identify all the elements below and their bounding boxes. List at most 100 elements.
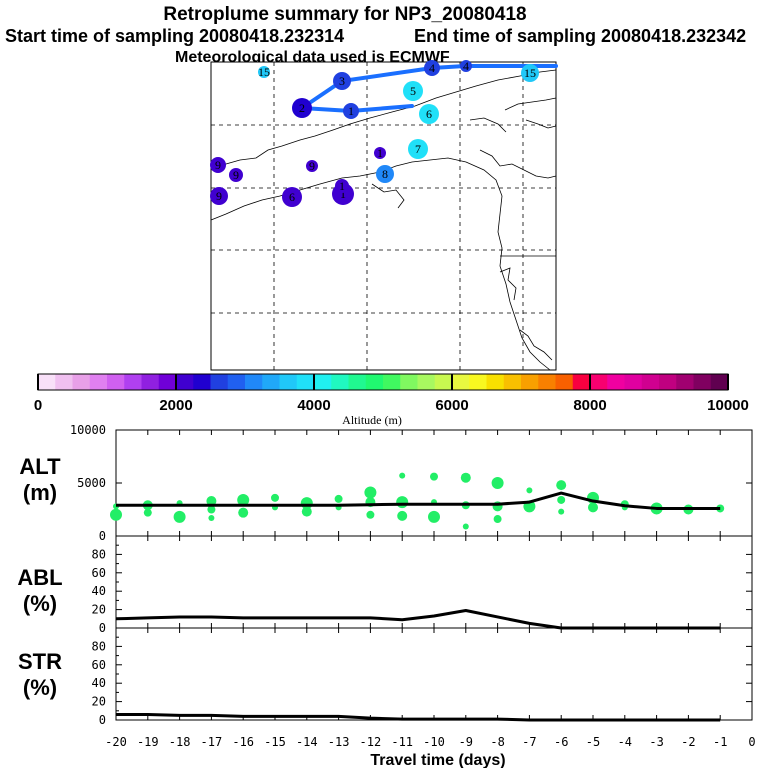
colorbar-segment — [72, 374, 91, 390]
colorbar-segment — [624, 374, 643, 390]
panel-ylabel: (%) — [23, 591, 57, 616]
map-gridlines — [211, 62, 556, 370]
trajectory-marker-label: 5 — [410, 84, 416, 98]
x-tick-label: -6 — [554, 735, 568, 749]
y-tick-label: 0 — [99, 713, 106, 727]
trajectory-marker-label: 1 — [377, 146, 383, 160]
colorbar-segment — [158, 374, 177, 390]
trajectory-marker — [374, 147, 386, 159]
x-tick-label: -9 — [459, 735, 473, 749]
altitude-scatter-point — [557, 495, 566, 504]
trajectory-marker — [460, 60, 472, 72]
x-tick-label: -16 — [232, 735, 254, 749]
panel-alt: 10000 5000 0 ALT(m) — [19, 423, 753, 543]
altitude-scatter-point — [397, 510, 408, 521]
colorbar-segment — [89, 374, 108, 390]
y-tick-label: 5000 — [77, 476, 106, 490]
y-tick-label: 0 — [99, 529, 106, 543]
panel-frame — [115, 627, 753, 721]
altitude-scatter-point — [271, 493, 279, 502]
trajectory-marker-label: 7 — [415, 142, 421, 156]
altitude-scatter-point — [588, 502, 598, 513]
colorbar-segment — [538, 374, 556, 390]
x-tick-label: -8 — [490, 735, 504, 749]
trajectory-marker — [282, 187, 302, 207]
trajectory-marker — [408, 139, 428, 159]
x-tick-label: -17 — [201, 735, 223, 749]
colorbar-segment — [452, 374, 470, 390]
altitude-scatter-point — [556, 480, 567, 491]
colorbar-segment — [659, 374, 677, 390]
trajectory-marker — [292, 98, 312, 118]
colorbar-segment — [365, 374, 384, 390]
trajectory-marker — [343, 103, 359, 119]
x-tick-label: -10 — [423, 735, 445, 749]
trajectory-marker-label: 15 — [524, 66, 536, 80]
start-time-label: Start time of sampling 20080418.232314 — [5, 26, 344, 46]
altitude-colorbar: Altitude (m) 0 2000 4000 6000 8000 10000 — [34, 373, 749, 427]
altitude-scatter-point — [206, 496, 217, 507]
trajectory-marker — [521, 64, 539, 82]
colorbar-tick-label: 4000 — [297, 397, 330, 414]
trajectory-marker — [419, 104, 439, 124]
panel-ylabel: STR — [18, 649, 62, 674]
colorbar-segment — [590, 374, 608, 390]
colorbar-segment — [245, 374, 263, 390]
x-tick-label: -14 — [296, 735, 318, 749]
trajectory-marker — [424, 60, 440, 76]
trajectory-marker — [258, 66, 270, 78]
altitude-scatter-point — [366, 510, 375, 519]
x-tick-label: -7 — [522, 735, 536, 749]
trajectory-marker-label: 3 — [339, 74, 345, 88]
trajectory-marker-label: 8 — [382, 167, 388, 181]
colorbar-segment — [383, 374, 401, 390]
colorbar-segment — [572, 374, 591, 390]
trajectory-marker-label: 4 — [429, 61, 435, 75]
altitude-scatter-point — [462, 523, 469, 530]
colorbar-segment — [348, 374, 367, 390]
colorbar-segment — [193, 374, 211, 390]
colorbar-segment — [227, 374, 246, 390]
altitude-scatter-point — [237, 493, 250, 506]
altitude-scatter-point — [428, 510, 440, 523]
panel-ylabel: ABL — [17, 565, 62, 590]
x-tick-label: -5 — [586, 735, 600, 749]
trajectory-marker — [333, 72, 351, 90]
trajectory-marker — [376, 165, 394, 183]
trajectory-marker-label: 1 — [339, 179, 345, 193]
y-tick-label: 20 — [92, 603, 106, 617]
panel-frame — [115, 535, 753, 629]
colorbar-segment — [279, 374, 298, 390]
trajectory-marker-label: 9 — [216, 189, 222, 203]
y-tick-label: 60 — [92, 566, 106, 580]
altitude-scatter-point — [143, 508, 152, 517]
x-tick-label: -1 — [713, 735, 727, 749]
x-axis-label: Travel time (days) — [370, 752, 505, 768]
colorbar-segment — [469, 374, 487, 390]
colorbar-segment — [417, 374, 436, 390]
panel-ylabel: ALT — [19, 454, 61, 479]
colorbar-segment — [55, 374, 73, 390]
x-tick-label: -19 — [137, 735, 159, 749]
colorbar-segment — [710, 374, 729, 390]
colorbar-segment — [607, 374, 625, 390]
y-tick-label: 0 — [99, 621, 106, 635]
colorbar-tick-label: 8000 — [573, 397, 606, 414]
map-frame — [210, 61, 557, 371]
colorbar-axis-label: Altitude (m) — [342, 413, 402, 427]
x-tick-label: -18 — [169, 735, 191, 749]
trajectory-marker-label: 9 — [309, 159, 315, 173]
colorbar-segment — [486, 374, 505, 390]
colorbar-segment — [124, 374, 142, 390]
time-series-panels: 1000050000ALT(m)806040200ABL(%)806040200… — [17, 423, 755, 768]
x-tick-label: -3 — [649, 735, 663, 749]
altitude-scatter-point — [173, 510, 186, 523]
x-tick-label: 0 — [748, 735, 755, 749]
colorbar-segment — [296, 374, 315, 390]
altitude-scatter-point — [558, 508, 565, 515]
x-tick-label: -11 — [391, 735, 413, 749]
colorbar-tick-label: 10000 — [707, 397, 749, 414]
y-tick-label: 10000 — [70, 423, 106, 437]
